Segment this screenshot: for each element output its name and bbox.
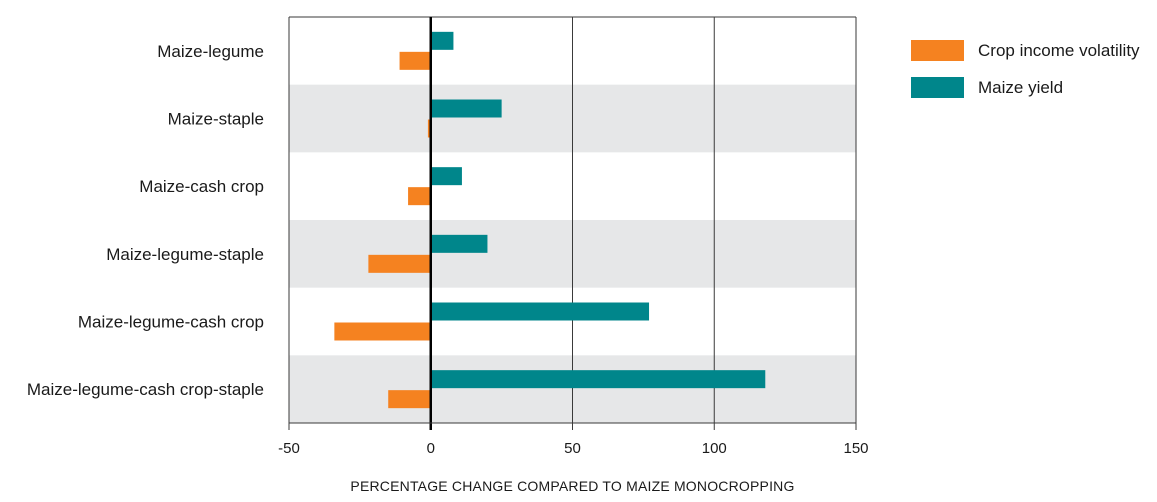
x-tick-label: 50: [564, 440, 581, 457]
category-label: Maize-legume-staple: [106, 245, 264, 264]
bars: [334, 31, 766, 409]
category-labels: Maize-legume Maize-staple Maize-cash crop M…: [27, 42, 264, 399]
x-tick-label: 100: [702, 440, 727, 457]
bar-crop-income-volatility: [399, 51, 431, 70]
bar-maize-yield: [430, 31, 454, 50]
bar-maize-yield: [430, 370, 766, 389]
legend-label: Crop income volatility: [978, 41, 1140, 60]
legend: Crop income volatility Maize yield: [911, 40, 1140, 98]
legend-label: Maize yield: [978, 78, 1063, 97]
legend-swatch: [911, 40, 964, 61]
x-tick-label: -50: [278, 440, 300, 457]
bar-crop-income-volatility: [427, 119, 431, 138]
bar-crop-income-volatility: [368, 254, 431, 273]
x-axis-title: PERCENTAGE CHANGE COMPARED TO MAIZE MONO…: [350, 478, 794, 494]
x-tick-label: 0: [427, 440, 435, 457]
category-label: Maize-cash crop: [139, 177, 264, 196]
category-label: Maize-legume-cash crop: [78, 313, 264, 332]
grid-lines: [288, 16, 857, 423]
x-tick-label: 150: [843, 440, 868, 457]
x-tick-labels: -50 0 50 100 150: [278, 440, 868, 457]
bar-crop-income-volatility: [408, 187, 431, 206]
category-label: Maize-legume: [157, 42, 264, 61]
bar-maize-yield: [430, 302, 650, 321]
legend-swatch: [911, 77, 964, 98]
bar-maize-yield: [430, 234, 488, 253]
bar-crop-income-volatility: [334, 322, 431, 341]
bar-maize-yield: [430, 167, 462, 186]
bar-crop-income-volatility: [388, 390, 431, 409]
bar-maize-yield: [430, 99, 502, 118]
zero-line-group: [288, 17, 857, 430]
category-label: Maize-staple: [168, 110, 264, 129]
category-label: Maize-legume-cash crop-staple: [27, 380, 264, 399]
